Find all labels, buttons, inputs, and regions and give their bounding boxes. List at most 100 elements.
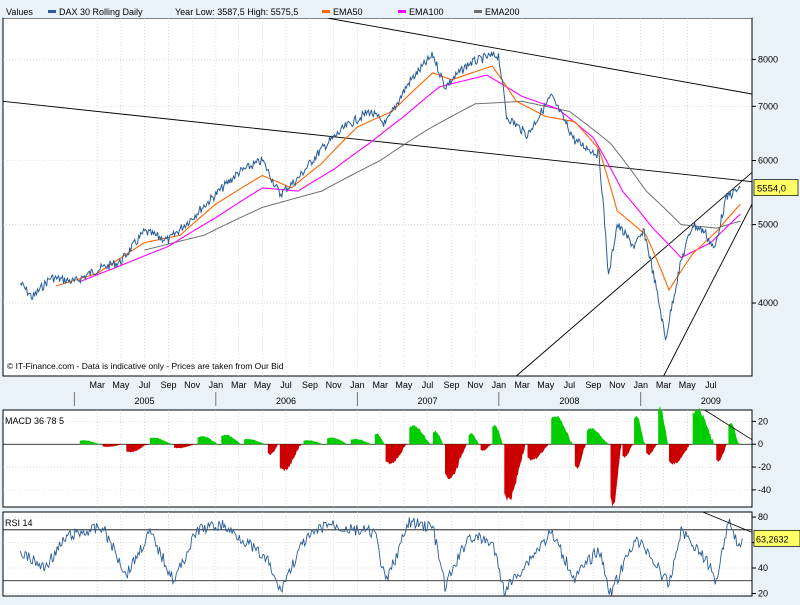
legend-swatch bbox=[322, 10, 330, 13]
macd-plot-area bbox=[2, 409, 753, 508]
trendline bbox=[2, 100, 753, 183]
month-label: Sep bbox=[302, 380, 318, 390]
macd-bar bbox=[385, 443, 407, 465]
month-label: Jul bbox=[422, 380, 434, 390]
trendline bbox=[663, 203, 753, 377]
main-plot-area bbox=[2, 17, 753, 377]
legend-entry: EMA50 bbox=[333, 7, 363, 17]
month-label: Sep bbox=[585, 380, 601, 390]
last-value-box bbox=[753, 179, 799, 197]
macd-bar bbox=[622, 444, 633, 458]
y-tick-label: -40 bbox=[758, 485, 771, 495]
macd-bar bbox=[692, 408, 714, 445]
month-label: Mar bbox=[656, 380, 672, 390]
y-tick-label: 20 bbox=[758, 416, 768, 426]
rsi-y-axis: 2040608063,2632 bbox=[752, 512, 800, 598]
month-label: Nov bbox=[609, 380, 626, 390]
macd-bar bbox=[634, 415, 645, 445]
month-label: Mar bbox=[89, 380, 105, 390]
macd-bar bbox=[480, 444, 492, 451]
main-grid bbox=[3, 18, 752, 376]
year-label: 2009 bbox=[701, 396, 721, 406]
macd-bar bbox=[504, 444, 526, 501]
macd-bar bbox=[432, 430, 444, 445]
rsi-trendline bbox=[702, 511, 753, 533]
legend-entry: EMA200 bbox=[485, 7, 520, 17]
macd-bar bbox=[610, 444, 622, 507]
series-dax-30-rolling-daily bbox=[19, 50, 741, 341]
rsi-series bbox=[19, 511, 753, 596]
macd-bar bbox=[197, 436, 219, 445]
series-ema200 bbox=[144, 100, 741, 251]
trendlines bbox=[2, 17, 753, 377]
macd-title: MACD 36 78 5 bbox=[5, 416, 64, 426]
rsi-title: RSI 14 bbox=[5, 518, 33, 528]
macd-bar bbox=[586, 427, 609, 445]
macd-bar bbox=[669, 444, 691, 465]
macd-bar bbox=[551, 416, 573, 445]
month-label: May bbox=[537, 380, 555, 390]
month-label: Jan bbox=[633, 380, 648, 390]
macd-bar bbox=[468, 433, 480, 445]
macd-bar bbox=[409, 424, 431, 446]
macd-bar bbox=[716, 443, 728, 462]
macd-trendline bbox=[704, 409, 753, 441]
year-label: 2007 bbox=[417, 396, 437, 406]
trendline bbox=[515, 172, 753, 377]
year-label: 2005 bbox=[134, 396, 154, 406]
month-label: May bbox=[395, 380, 413, 390]
macd-bar bbox=[279, 444, 302, 472]
macd-bar bbox=[149, 437, 172, 445]
y-tick-label: 80 bbox=[758, 512, 768, 522]
macd-bar bbox=[445, 444, 467, 480]
y-tick-label: 6000 bbox=[758, 156, 778, 166]
series-ema50 bbox=[55, 65, 741, 292]
macd-bar bbox=[174, 444, 196, 449]
month-label: Jul bbox=[705, 380, 717, 390]
copyright-text: © IT-Finance.com - Data is indicative on… bbox=[7, 361, 284, 371]
trendline bbox=[327, 17, 753, 95]
month-label: May bbox=[679, 380, 697, 390]
y-tick-label: 4000 bbox=[758, 298, 778, 308]
macd-bar bbox=[79, 440, 101, 445]
legend-swatch bbox=[474, 10, 482, 13]
macd-y-axis: -40 -20 0 20 bbox=[752, 416, 771, 495]
y-tick-label: 8000 bbox=[758, 54, 778, 64]
macd-bar bbox=[221, 434, 242, 445]
last-value-box bbox=[753, 530, 800, 547]
macd-bar bbox=[102, 444, 124, 447]
macd-bar bbox=[374, 433, 385, 445]
month-label: May bbox=[112, 380, 130, 390]
macd-bar bbox=[350, 438, 373, 445]
legend-year-stats: Year Low: 3587,5 High: 5575,5 bbox=[175, 7, 298, 17]
legend-background bbox=[3, 4, 752, 18]
main-series bbox=[19, 50, 741, 341]
year-label: 2008 bbox=[559, 396, 579, 406]
macd-bar bbox=[267, 443, 279, 456]
month-label: Nov bbox=[326, 380, 343, 390]
month-label: Jul bbox=[139, 380, 151, 390]
macd-bar bbox=[658, 405, 668, 445]
legend-entry: EMA100 bbox=[409, 7, 444, 17]
macd-bar bbox=[303, 440, 325, 445]
month-label: Mar bbox=[231, 380, 247, 390]
macd-bar bbox=[492, 424, 504, 445]
macd-bar bbox=[126, 444, 148, 453]
macd-bar bbox=[244, 438, 266, 445]
macd-bars bbox=[79, 405, 753, 507]
rsi-grid bbox=[3, 512, 752, 596]
month-label: Jul bbox=[564, 380, 576, 390]
y-tick-label: 0 bbox=[758, 439, 763, 449]
main-y-axis: 4000 5000 6000 7000 8000 5554,0 bbox=[752, 54, 799, 308]
y-tick-label: 5000 bbox=[758, 220, 778, 230]
year-label: 2006 bbox=[276, 396, 296, 406]
legend-swatch bbox=[48, 10, 56, 13]
last-value-label: 63,2632 bbox=[756, 534, 789, 544]
month-label: Nov bbox=[184, 380, 201, 390]
month-label: Jan bbox=[492, 380, 507, 390]
y-tick-label: 40 bbox=[758, 563, 768, 573]
macd-bar bbox=[527, 443, 549, 461]
month-label: Sep bbox=[161, 380, 177, 390]
series-ema100 bbox=[79, 74, 741, 283]
